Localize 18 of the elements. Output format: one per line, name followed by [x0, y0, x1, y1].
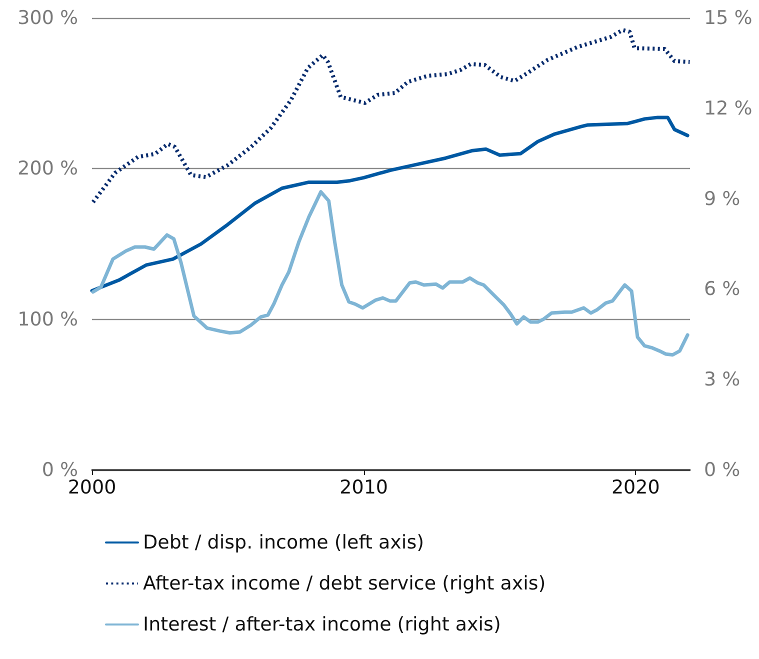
y2-tick-label: 15 %	[704, 7, 752, 29]
y2-tick-label: 6 %	[704, 278, 740, 300]
x-tick-label: 2010	[340, 476, 388, 498]
legend-label: Debt / disp. income (left axis)	[143, 532, 424, 554]
legend-label: After-tax income / debt service (right axis)	[143, 572, 546, 594]
line-series	[91, 190, 690, 357]
line-series	[90, 116, 690, 292]
y-tick-label: 100 %	[18, 308, 78, 330]
y2-tick-label: 0 %	[704, 459, 740, 481]
line-series	[91, 28, 692, 204]
y-tick-label: 200 %	[18, 158, 78, 180]
x-tick-label: 2000	[68, 476, 116, 498]
y2-tick-label: 3 %	[704, 368, 740, 391]
x-tick-label: 2020	[611, 476, 660, 498]
y2-tick-label: 12 %	[704, 97, 752, 120]
y2-tick-label: 9 %	[704, 188, 740, 210]
legend-label: Interest / after-tax income (right axis)	[143, 614, 501, 636]
y-tick-label: 300 %	[18, 7, 78, 29]
